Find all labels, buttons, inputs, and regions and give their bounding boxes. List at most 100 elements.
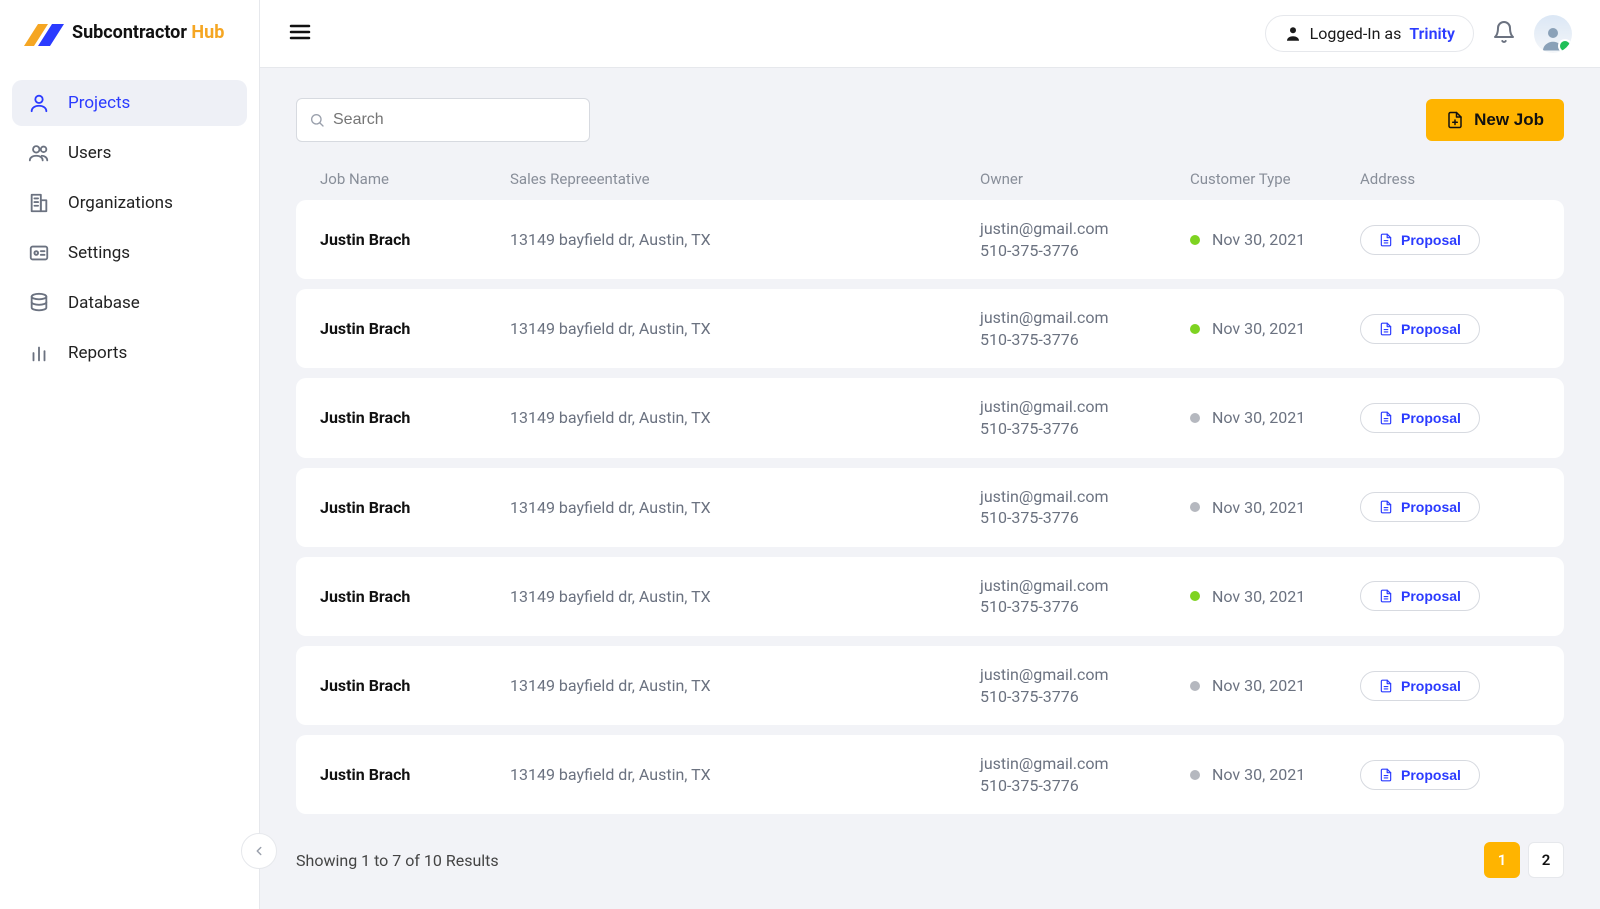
search-input[interactable]: [333, 111, 577, 129]
status-dot: [1190, 591, 1200, 601]
cell-owner: justin@gmail.com510-375-3776: [980, 218, 1190, 261]
toolbar: New Job: [296, 98, 1564, 142]
id-icon: [28, 242, 50, 264]
sidebar-item-users[interactable]: Users: [12, 130, 247, 176]
cell-owner: justin@gmail.com510-375-3776: [980, 486, 1190, 529]
cell-job-name: Justin Brach: [320, 230, 510, 249]
table-footer: Showing 1 to 7 of 10 Results 12: [296, 824, 1564, 908]
file-plus-icon: [1446, 111, 1464, 129]
cell-address: Proposal: [1360, 225, 1540, 255]
cell-address: Proposal: [1360, 671, 1540, 701]
logged-in-prefix: Logged-In as: [1310, 24, 1402, 43]
cell-address: Proposal: [1360, 581, 1540, 611]
avatar[interactable]: [1534, 15, 1572, 53]
sidebar-item-label: Database: [68, 293, 140, 313]
cell-owner: justin@gmail.com510-375-3776: [980, 307, 1190, 350]
proposal-button[interactable]: Proposal: [1360, 225, 1480, 255]
table-row[interactable]: Justin Brach13149 bayfield dr, Austin, T…: [296, 378, 1564, 457]
table-row[interactable]: Justin Brach13149 bayfield dr, Austin, T…: [296, 200, 1564, 279]
proposal-button[interactable]: Proposal: [1360, 403, 1480, 433]
search-box[interactable]: [296, 98, 590, 142]
sidebar-item-organizations[interactable]: Organizations: [12, 180, 247, 226]
table-row[interactable]: Justin Brach13149 bayfield dr, Austin, T…: [296, 735, 1564, 814]
cell-job-name: Justin Brach: [320, 408, 510, 427]
file-icon: [1379, 589, 1393, 603]
page-button-1[interactable]: 1: [1484, 842, 1520, 878]
status-dot: [1190, 770, 1200, 780]
status-dot: [1190, 235, 1200, 245]
sidebar-item-projects[interactable]: Projects: [12, 80, 247, 126]
logo-mark-icon: [24, 18, 64, 46]
status-dot: [1190, 502, 1200, 512]
cell-customer-type: Nov 30, 2021: [1190, 498, 1360, 517]
chart-icon: [28, 342, 50, 364]
proposal-button[interactable]: Proposal: [1360, 581, 1480, 611]
brand-logo[interactable]: Subcontractor Hub: [0, 18, 259, 70]
pagination: 12: [1484, 842, 1564, 878]
sidebar-nav: Projects Users Organizations Settings Databa…: [0, 70, 259, 386]
content-area: New Job Job Name Sales Repreeentative Ow…: [260, 68, 1600, 909]
table-row[interactable]: Justin Brach13149 bayfield dr, Austin, T…: [296, 289, 1564, 368]
proposal-button[interactable]: Proposal: [1360, 492, 1480, 522]
brand-name: Subcontractor Hub: [72, 22, 224, 43]
status-dot: [1190, 681, 1200, 691]
proposal-button[interactable]: Proposal: [1360, 314, 1480, 344]
sidebar-item-database[interactable]: Database: [12, 280, 247, 326]
file-icon: [1379, 679, 1393, 693]
cell-sales-rep: 13149 bayfield dr, Austin, TX: [510, 319, 980, 338]
sidebar: Subcontractor Hub Projects Users Organizat…: [0, 0, 260, 909]
file-icon: [1379, 322, 1393, 336]
sidebar-item-settings[interactable]: Settings: [12, 230, 247, 276]
cell-sales-rep: 13149 bayfield dr, Austin, TX: [510, 498, 980, 517]
cell-job-name: Justin Brach: [320, 319, 510, 338]
cell-job-name: Justin Brach: [320, 498, 510, 517]
logged-in-pill[interactable]: Logged-In as Trinity: [1265, 15, 1474, 52]
sidebar-item-label: Projects: [68, 93, 130, 113]
table-row[interactable]: Justin Brach13149 bayfield dr, Austin, T…: [296, 557, 1564, 636]
sidebar-collapse-button[interactable]: [241, 833, 277, 869]
proposal-button[interactable]: Proposal: [1360, 671, 1480, 701]
table-row[interactable]: Justin Brach13149 bayfield dr, Austin, T…: [296, 468, 1564, 547]
file-icon: [1379, 768, 1393, 782]
cell-owner: justin@gmail.com510-375-3776: [980, 753, 1190, 796]
cell-sales-rep: 13149 bayfield dr, Austin, TX: [510, 765, 980, 784]
users-icon: [28, 142, 50, 164]
cell-address: Proposal: [1360, 760, 1540, 790]
proposal-button[interactable]: Proposal: [1360, 760, 1480, 790]
col-address: Address: [1360, 170, 1540, 188]
search-icon: [309, 112, 325, 128]
cell-job-name: Justin Brach: [320, 587, 510, 606]
cell-sales-rep: 13149 bayfield dr, Austin, TX: [510, 676, 980, 695]
cell-owner: justin@gmail.com510-375-3776: [980, 664, 1190, 707]
database-icon: [28, 292, 50, 314]
page-button-2[interactable]: 2: [1528, 842, 1564, 878]
cell-address: Proposal: [1360, 492, 1540, 522]
sidebar-item-label: Reports: [68, 343, 127, 363]
cell-sales-rep: 13149 bayfield dr, Austin, TX: [510, 408, 980, 427]
status-dot: [1190, 324, 1200, 334]
new-job-label: New Job: [1474, 110, 1544, 130]
sidebar-item-label: Settings: [68, 243, 130, 263]
cell-sales-rep: 13149 bayfield dr, Austin, TX: [510, 587, 980, 606]
cell-owner: justin@gmail.com510-375-3776: [980, 575, 1190, 618]
file-icon: [1379, 500, 1393, 514]
table-header: Job Name Sales Repreeentative Owner Cust…: [296, 156, 1564, 200]
cell-customer-type: Nov 30, 2021: [1190, 676, 1360, 695]
col-owner: Owner: [980, 170, 1190, 188]
cell-job-name: Justin Brach: [320, 765, 510, 784]
logged-in-user: Trinity: [1409, 24, 1455, 43]
status-dot: [1190, 413, 1200, 423]
cell-owner: justin@gmail.com510-375-3776: [980, 396, 1190, 439]
cell-address: Proposal: [1360, 314, 1540, 344]
table-row[interactable]: Justin Brach13149 bayfield dr, Austin, T…: [296, 646, 1564, 725]
col-customer-type: Customer Type: [1190, 170, 1360, 188]
hamburger-icon[interactable]: [288, 20, 312, 48]
cell-customer-type: Nov 30, 2021: [1190, 319, 1360, 338]
sidebar-item-reports[interactable]: Reports: [12, 330, 247, 376]
notifications-icon[interactable]: [1492, 20, 1516, 48]
sidebar-item-label: Users: [68, 143, 111, 163]
sidebar-item-label: Organizations: [68, 193, 173, 213]
file-icon: [1379, 411, 1393, 425]
new-job-button[interactable]: New Job: [1426, 99, 1564, 141]
cell-address: Proposal: [1360, 403, 1540, 433]
